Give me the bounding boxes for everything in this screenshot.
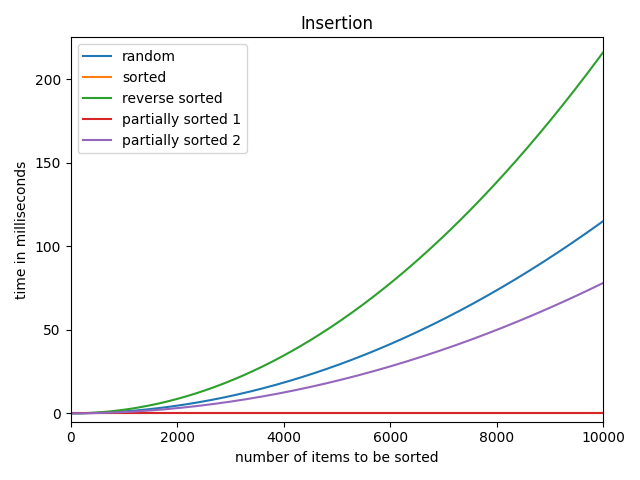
partially sorted 1: [503, 409, 511, 415]
partially sorted 2: [355, 372, 363, 378]
X-axis label: number of items to be sorted: number of items to be sorted: [235, 451, 438, 465]
partially sorted 2: [503, 323, 511, 329]
Title: Insertion: Insertion: [300, 15, 373, 33]
partially sorted 1: [586, 409, 594, 415]
partially sorted 2: [320, 381, 328, 387]
random: [67, 410, 74, 416]
sorted: [355, 410, 363, 416]
partially sorted 1: [67, 409, 74, 415]
reverse sorted: [320, 329, 328, 335]
partially sorted 2: [599, 280, 607, 286]
partially sorted 1: [599, 409, 607, 415]
sorted: [67, 410, 74, 416]
Line: partially sorted 2: partially sorted 2: [70, 283, 603, 413]
reverse sorted: [503, 168, 511, 174]
partially sorted 1: [320, 409, 328, 415]
Legend: random, sorted, reverse sorted, partially sorted 1, partially sorted 2: random, sorted, reverse sorted, partiall…: [77, 44, 247, 153]
reverse sorted: [384, 283, 392, 288]
Line: random: random: [70, 221, 603, 413]
random: [599, 218, 607, 224]
random: [320, 367, 328, 373]
random: [384, 342, 392, 348]
random: [586, 228, 594, 233]
partially sorted 2: [384, 364, 392, 370]
partially sorted 1: [384, 409, 392, 415]
random: [323, 366, 331, 372]
reverse sorted: [599, 49, 607, 55]
reverse sorted: [323, 327, 331, 333]
sorted: [320, 410, 328, 416]
sorted: [503, 410, 511, 416]
random: [503, 281, 511, 287]
sorted: [323, 410, 331, 416]
partially sorted 2: [67, 410, 74, 416]
Line: reverse sorted: reverse sorted: [70, 52, 603, 413]
reverse sorted: [67, 410, 74, 416]
partially sorted 2: [323, 380, 331, 386]
random: [355, 354, 363, 360]
sorted: [586, 410, 594, 416]
sorted: [384, 410, 392, 416]
Y-axis label: time in milliseconds: time in milliseconds: [15, 160, 29, 299]
reverse sorted: [586, 67, 594, 72]
sorted: [599, 410, 607, 416]
partially sorted 1: [355, 409, 363, 415]
partially sorted 2: [586, 287, 594, 292]
partially sorted 1: [323, 409, 331, 415]
reverse sorted: [355, 305, 363, 311]
